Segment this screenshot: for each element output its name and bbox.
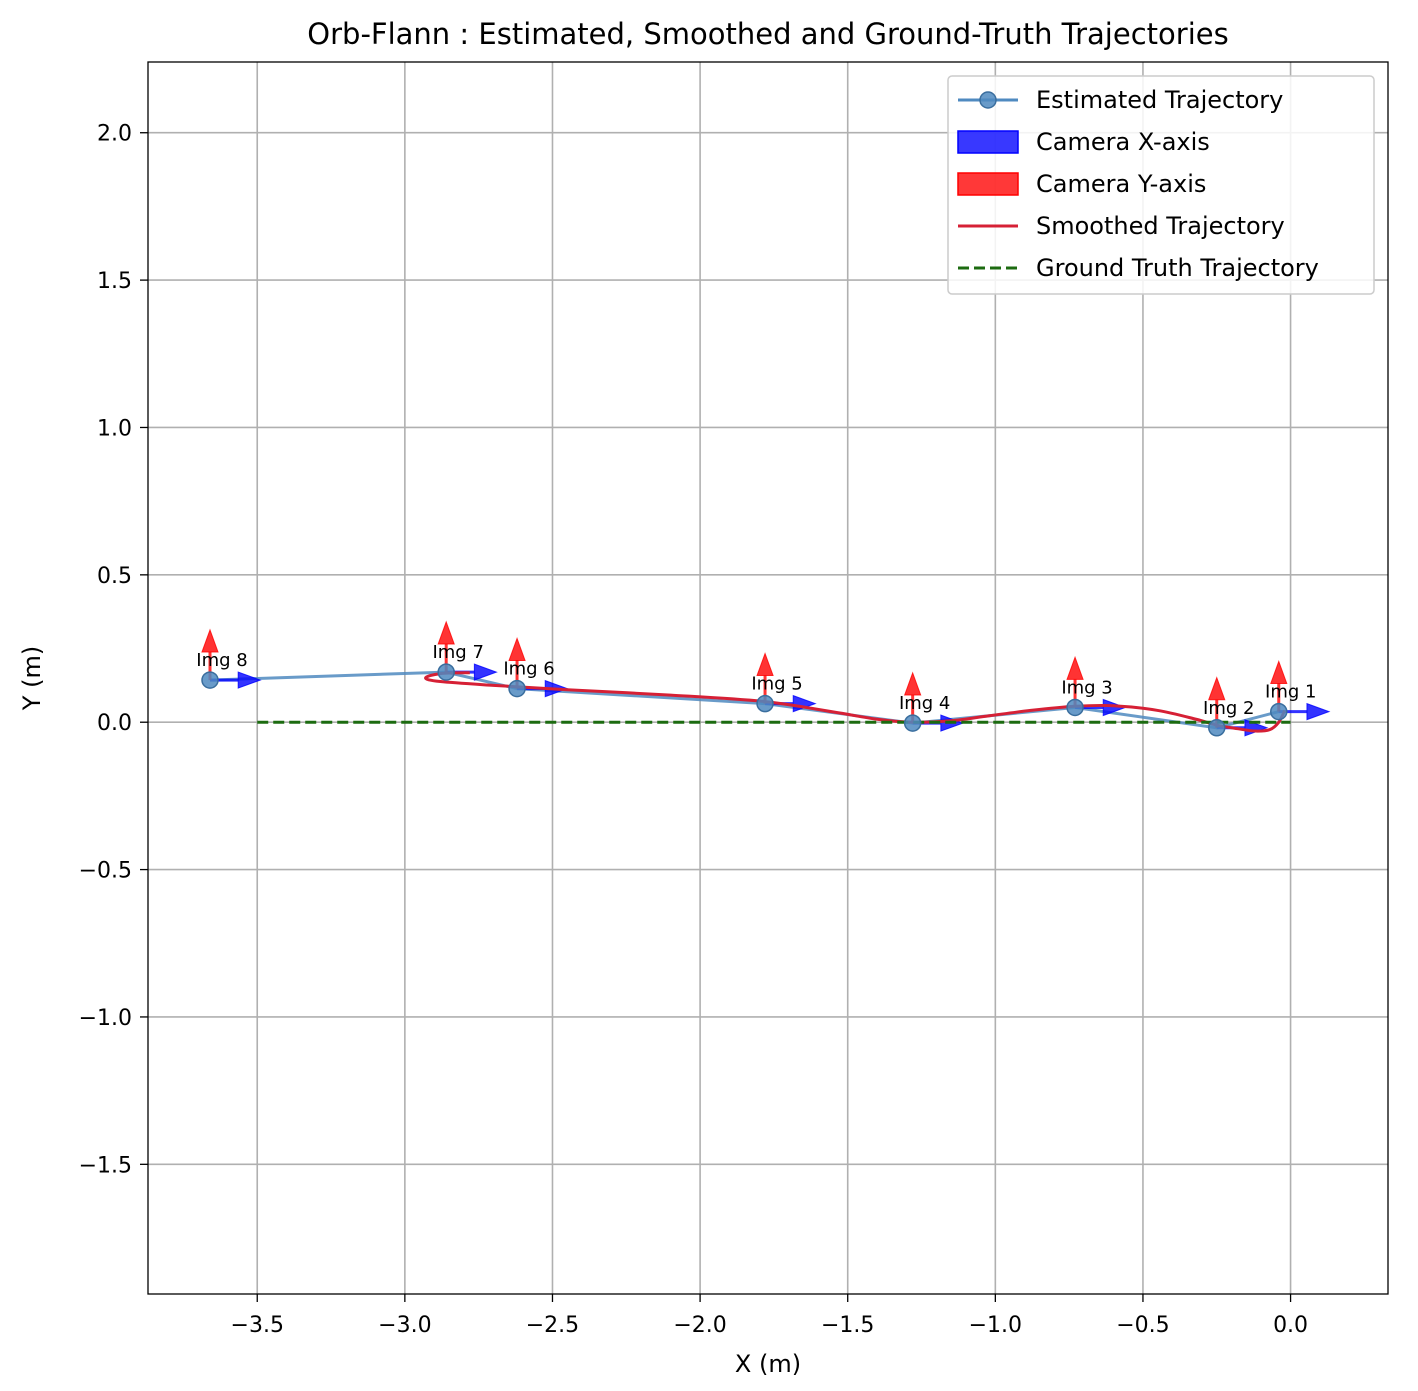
legend: Estimated Trajectory Camera X-axis Camera …: [947, 75, 1375, 295]
camera-x-axis-arrowhead: [1102, 698, 1127, 717]
y-tick-label: 1.5: [97, 269, 132, 294]
legend-label: Camera X-axis: [1036, 128, 1210, 156]
estimated-point-marker: [1208, 719, 1226, 737]
y-tick-label: 0.5: [97, 564, 132, 589]
camera-y-axis-arrowhead: [508, 637, 526, 662]
y-tick-label: 0.0: [97, 711, 132, 736]
estimated-point-marker: [437, 663, 455, 681]
y-tick-label: 2.0: [97, 122, 132, 147]
point-label: Img 8: [196, 650, 247, 671]
estimated-point-marker: [756, 694, 774, 713]
camera-y-axis-arrowhead: [1270, 660, 1288, 684]
camera-y-axis-arrowhead: [201, 628, 219, 653]
estimated-point-marker: [1066, 698, 1084, 717]
y-tick-label: −1.5: [79, 1153, 132, 1178]
legend-label: Estimated Trajectory: [1036, 86, 1283, 114]
axis-ticks: −3.5 −3.0 −2.5 −2.0 −1.5 −1.0 −0.5 0.0 −1.5 −1.0 −…: [79, 122, 1308, 1338]
point-label: Img 4: [899, 693, 950, 714]
x-tick-label: −2.0: [673, 1313, 726, 1338]
y-tick-label: −0.5: [79, 859, 132, 884]
x-tick-label: −2.5: [526, 1313, 579, 1338]
camera-x-axis-arrowhead: [237, 671, 262, 689]
camera-x-axis-arrowhead: [1306, 702, 1331, 721]
y-axis-label: Y (m): [18, 646, 46, 711]
x-axis-label: X (m): [735, 1350, 801, 1378]
point-label: Img 6: [503, 659, 554, 680]
x-tick-label: −3.5: [231, 1313, 284, 1338]
x-tick-label: 0.0: [1273, 1313, 1308, 1338]
camera-x-axis-arrowhead: [473, 663, 498, 681]
y-tick-label: 1.0: [97, 416, 132, 441]
legend-patch: [957, 130, 1019, 154]
x-tick-label: −1.5: [821, 1313, 874, 1338]
camera-y-axis-arrowhead: [437, 620, 455, 645]
legend-patch: [957, 172, 1019, 196]
estimated-point-marker: [903, 714, 922, 732]
point-label: Img 5: [751, 674, 802, 695]
camera-y-axis-arrowhead: [1066, 655, 1084, 680]
camera-y-axis-arrowhead: [1208, 676, 1226, 701]
estimated-point-marker: [1270, 702, 1288, 721]
plot-frame: [147, 61, 1389, 1295]
x-tick-label: −0.5: [1116, 1313, 1169, 1338]
point-label: Img 1: [1265, 682, 1316, 703]
estimated-point-marker: [201, 671, 219, 689]
legend-estimated-marker: [979, 91, 997, 109]
legend-label: Camera Y-axis: [1036, 170, 1206, 198]
y-tick-label: −1.0: [79, 1006, 132, 1031]
camera-y-axis-arrowhead: [756, 652, 774, 677]
legend-label: Ground Truth Trajectory: [1036, 254, 1319, 282]
x-tick-label: −3.0: [378, 1313, 431, 1338]
estimated-point-marker: [508, 679, 526, 698]
point-label: Img 7: [432, 642, 483, 663]
plot-area: Img 1 Img 2 Img 3 Img 4 Img 5 Img 6 Img 7 Img 8: [196, 620, 1331, 737]
camera-y-axis-arrowhead: [903, 671, 922, 696]
point-label: Img 2: [1203, 698, 1254, 719]
x-tick-label: −1.0: [969, 1313, 1022, 1338]
chart-title: Orb-Flann : Estimated, Smoothed and Grou…: [307, 17, 1228, 51]
legend-label: Smoothed Trajectory: [1036, 212, 1285, 240]
point-label: Img 3: [1061, 677, 1112, 698]
legend-box: [947, 75, 1375, 295]
smoothed-trajectory-line: [424, 671, 1287, 733]
